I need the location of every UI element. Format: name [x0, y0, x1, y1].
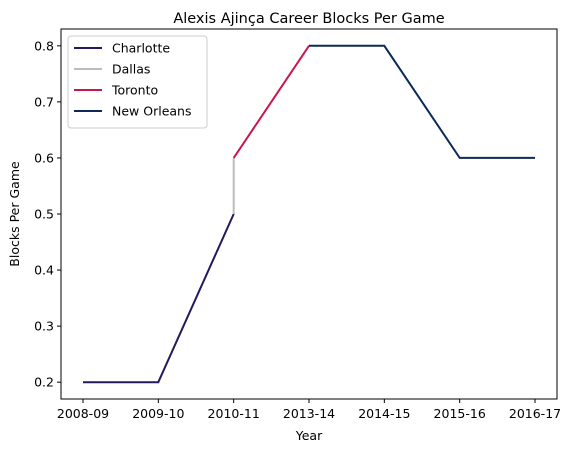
y-tick-label: 0.6	[34, 150, 54, 165]
legend-label-charlotte: Charlotte	[112, 41, 170, 56]
x-tick-label: 2013-14	[283, 406, 335, 421]
y-tick-label: 0.2	[34, 375, 54, 390]
y-tick-label: 0.4	[34, 263, 54, 278]
x-tick-label: 2016-17	[509, 406, 561, 421]
x-tick-label: 2014-15	[358, 406, 410, 421]
legend-label-dallas: Dallas	[112, 62, 150, 77]
legend: Charlotte Dallas Toronto New Orleans	[67, 35, 208, 129]
x-tick-label: 2015-16	[434, 406, 486, 421]
series-line-new-orleans	[309, 44, 535, 159]
y-tick-label: 0.5	[34, 207, 54, 222]
y-axis: 0.2 0.3 0.4 0.5 0.6 0.7 0.8	[34, 38, 61, 390]
y-tick-label: 0.8	[34, 38, 54, 53]
y-tick-label: 0.3	[34, 319, 54, 334]
legend-box	[67, 35, 208, 129]
y-tick-label: 0.7	[34, 94, 54, 109]
legend-label-toronto: Toronto	[111, 83, 158, 98]
series-line-charlotte	[83, 213, 235, 384]
x-tick-label: 2008-09	[57, 406, 109, 421]
x-tick-label: 2009-10	[132, 406, 184, 421]
x-axis: 2008-09 2009-10 2010-11 2013-14 2014-15 2015-…	[57, 399, 561, 421]
series-line-toronto	[232, 45, 310, 159]
chart-title: Alexis Ajinça Career Blocks Per Game	[173, 11, 444, 27]
x-tick-label: 2010-11	[208, 406, 260, 421]
x-axis-label: Year	[295, 428, 323, 443]
y-axis-label: Blocks Per Game	[7, 161, 22, 267]
legend-label-new-orleans: New Orleans	[112, 104, 191, 119]
series-layer	[83, 44, 535, 384]
